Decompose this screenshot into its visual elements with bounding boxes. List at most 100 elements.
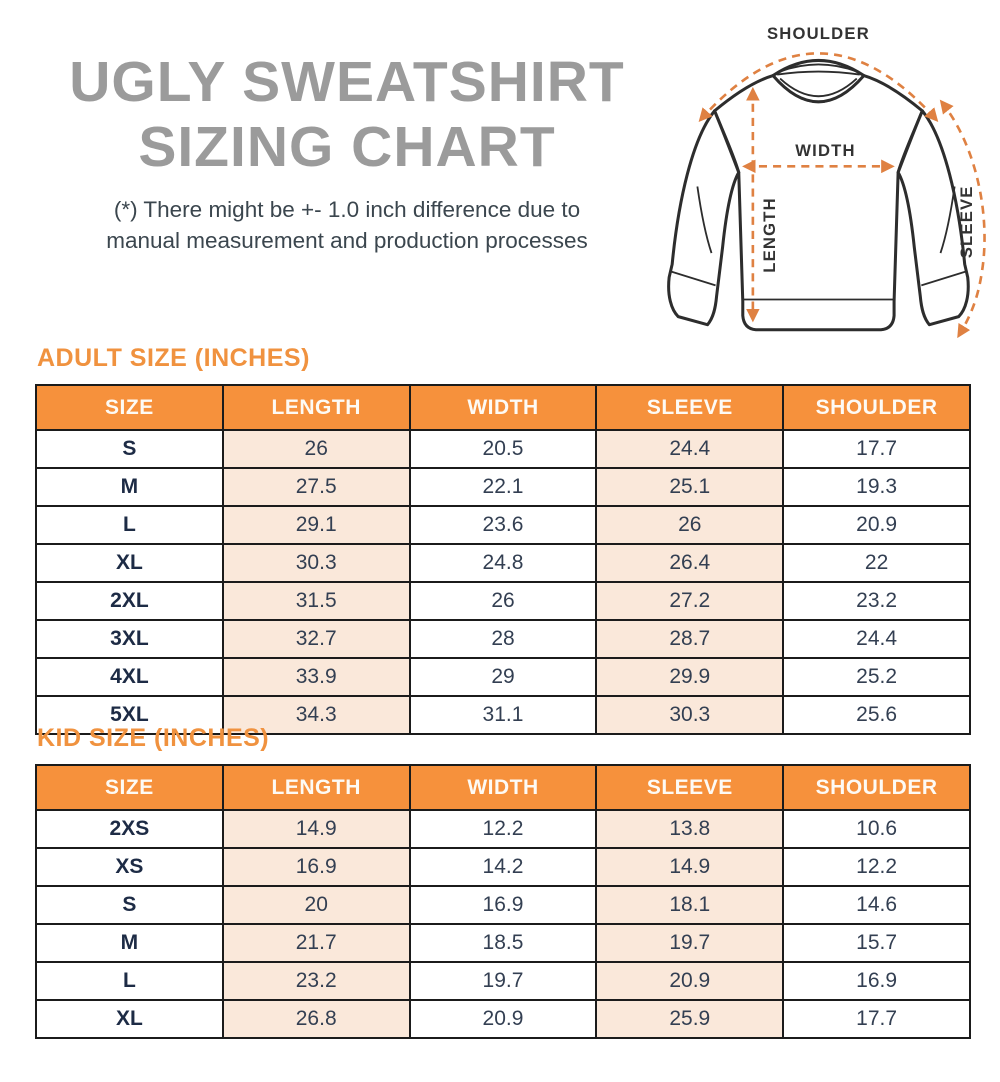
value-cell: 31.1: [408, 695, 598, 735]
page-title: UGLY SWEATSHIRT SIZING CHART: [22, 50, 672, 180]
value-cell: 20.9: [408, 999, 598, 1039]
size-cell: L: [35, 505, 224, 545]
value-cell: 27.5: [221, 467, 411, 507]
value-cell: 20: [221, 885, 411, 925]
kid-size-table: SIZE LENGTH WIDTH SLEEVE SHOULDER 2XS 14.9 12.…: [35, 764, 971, 1039]
column-header-width: WIDTH: [408, 384, 598, 431]
value-cell: 12.2: [408, 809, 598, 849]
value-cell: 24.4: [782, 619, 971, 659]
value-cell: 29: [408, 657, 598, 697]
value-cell: 23.2: [782, 581, 971, 621]
value-cell: 27.2: [595, 581, 785, 621]
page-title-line2: SIZING CHART: [138, 115, 556, 179]
table-row: 3XL 32.7 28 28.7 24.4: [35, 619, 971, 659]
left-sleeve: [667, 109, 741, 327]
left-cuff-line: [669, 270, 716, 287]
table-row: 2XS 14.9 12.2 13.8 10.6: [35, 809, 971, 849]
value-cell: 16.9: [221, 847, 411, 887]
value-cell: 24.4: [595, 429, 785, 469]
value-cell: 29.9: [595, 657, 785, 697]
value-cell: 26: [221, 429, 411, 469]
disclaimer-line1: (*) There might be +- 1.0 inch differenc…: [113, 197, 581, 222]
value-cell: 21.7: [221, 923, 411, 963]
collar-rib-1: [779, 63, 858, 73]
value-cell: 26.8: [221, 999, 411, 1039]
width-label: WIDTH: [795, 141, 856, 160]
value-cell: 22.1: [408, 467, 598, 507]
value-cell: 13.8: [595, 809, 785, 849]
value-cell: 30.3: [595, 695, 785, 735]
kid-size-section: KID SIZE (INCHES) SIZE LENGTH WIDTH SLEEVE S…: [35, 724, 971, 1039]
value-cell: 20.9: [595, 961, 785, 1001]
column-header-size: SIZE: [35, 384, 224, 431]
column-header-shoulder: SHOULDER: [782, 764, 971, 811]
size-cell: L: [35, 961, 224, 1001]
value-cell: 18.1: [595, 885, 785, 925]
size-cell: XS: [35, 847, 224, 887]
value-cell: 25.6: [782, 695, 971, 735]
size-cell: 2XS: [35, 809, 224, 849]
sleeve-label: SLEEVE: [957, 185, 976, 258]
value-cell: 16.9: [408, 885, 598, 925]
value-cell: 26: [408, 581, 598, 621]
value-cell: 20.9: [782, 505, 971, 545]
shoulder-arrow: [698, 52, 939, 122]
collar-inner-line: [779, 77, 858, 98]
table-row: 4XL 33.9 29 29.9 25.2: [35, 657, 971, 697]
size-cell: M: [35, 467, 224, 507]
column-header-width: WIDTH: [408, 764, 598, 811]
adult-header-row: SIZE LENGTH WIDTH SLEEVE SHOULDER: [35, 384, 971, 431]
value-cell: 33.9: [221, 657, 411, 697]
table-row: 5XL 34.3 31.1 30.3 25.6: [35, 695, 971, 735]
table-row: XS 16.9 14.2 14.9 12.2: [35, 847, 971, 887]
disclaimer-text: (*) There might be +- 1.0 inch differenc…: [22, 194, 672, 256]
sweatshirt-torso: [713, 74, 924, 332]
value-cell: 26.4: [595, 543, 785, 583]
page-title-line1: UGLY SWEATSHIRT: [69, 50, 625, 114]
value-cell: 20.5: [408, 429, 598, 469]
size-cell: S: [35, 885, 224, 925]
shoulder-label: SHOULDER: [767, 24, 870, 43]
value-cell: 23.2: [221, 961, 411, 1001]
adult-size-title: ADULT SIZE (INCHES): [37, 344, 310, 372]
column-header-sleeve: SLEEVE: [595, 764, 785, 811]
value-cell: 19.7: [408, 961, 598, 1001]
value-cell: 14.9: [221, 809, 411, 849]
table-row: S 20 16.9 18.1 14.6: [35, 885, 971, 925]
size-cell: S: [35, 429, 224, 469]
value-cell: 25.1: [595, 467, 785, 507]
value-cell: 12.2: [782, 847, 971, 887]
value-cell: 23.6: [408, 505, 598, 545]
value-cell: 14.6: [782, 885, 971, 925]
value-cell: 17.7: [782, 429, 971, 469]
size-cell: 3XL: [35, 619, 224, 659]
value-cell: 34.3: [221, 695, 411, 735]
column-header-length: LENGTH: [221, 384, 411, 431]
kid-header-row: SIZE LENGTH WIDTH SLEEVE SHOULDER: [35, 764, 971, 811]
size-cell: M: [35, 923, 224, 963]
value-cell: 30.3: [221, 543, 411, 583]
value-cell: 14.9: [595, 847, 785, 887]
collar: [771, 59, 866, 104]
sleeve-arrow: [939, 99, 986, 339]
value-cell: 10.6: [782, 809, 971, 849]
value-cell: 17.7: [782, 999, 971, 1039]
kid-size-title: KID SIZE (INCHES): [37, 724, 270, 752]
title-block: UGLY SWEATSHIRT SIZING CHART (*) There m…: [22, 50, 672, 256]
value-cell: 19.7: [595, 923, 785, 963]
table-row: L 23.2 19.7 20.9 16.9: [35, 961, 971, 1001]
column-header-size: SIZE: [35, 764, 224, 811]
value-cell: 29.1: [221, 505, 411, 545]
column-header-length: LENGTH: [221, 764, 411, 811]
value-cell: 24.8: [408, 543, 598, 583]
value-cell: 16.9: [782, 961, 971, 1001]
table-row: M 21.7 18.5 19.7 15.7: [35, 923, 971, 963]
table-row: S 26 20.5 24.4 17.7: [35, 429, 971, 469]
size-cell: 4XL: [35, 657, 224, 697]
left-sleeve-fold: [696, 186, 713, 254]
table-row: L 29.1 23.6 26 20.9: [35, 505, 971, 545]
adult-size-section: ADULT SIZE (INCHES) SIZE LENGTH WIDTH SLEEV…: [35, 344, 971, 735]
disclaimer-line2: manual measurement and production proces…: [106, 228, 588, 253]
table-row: M 27.5 22.1 25.1 19.3: [35, 467, 971, 507]
